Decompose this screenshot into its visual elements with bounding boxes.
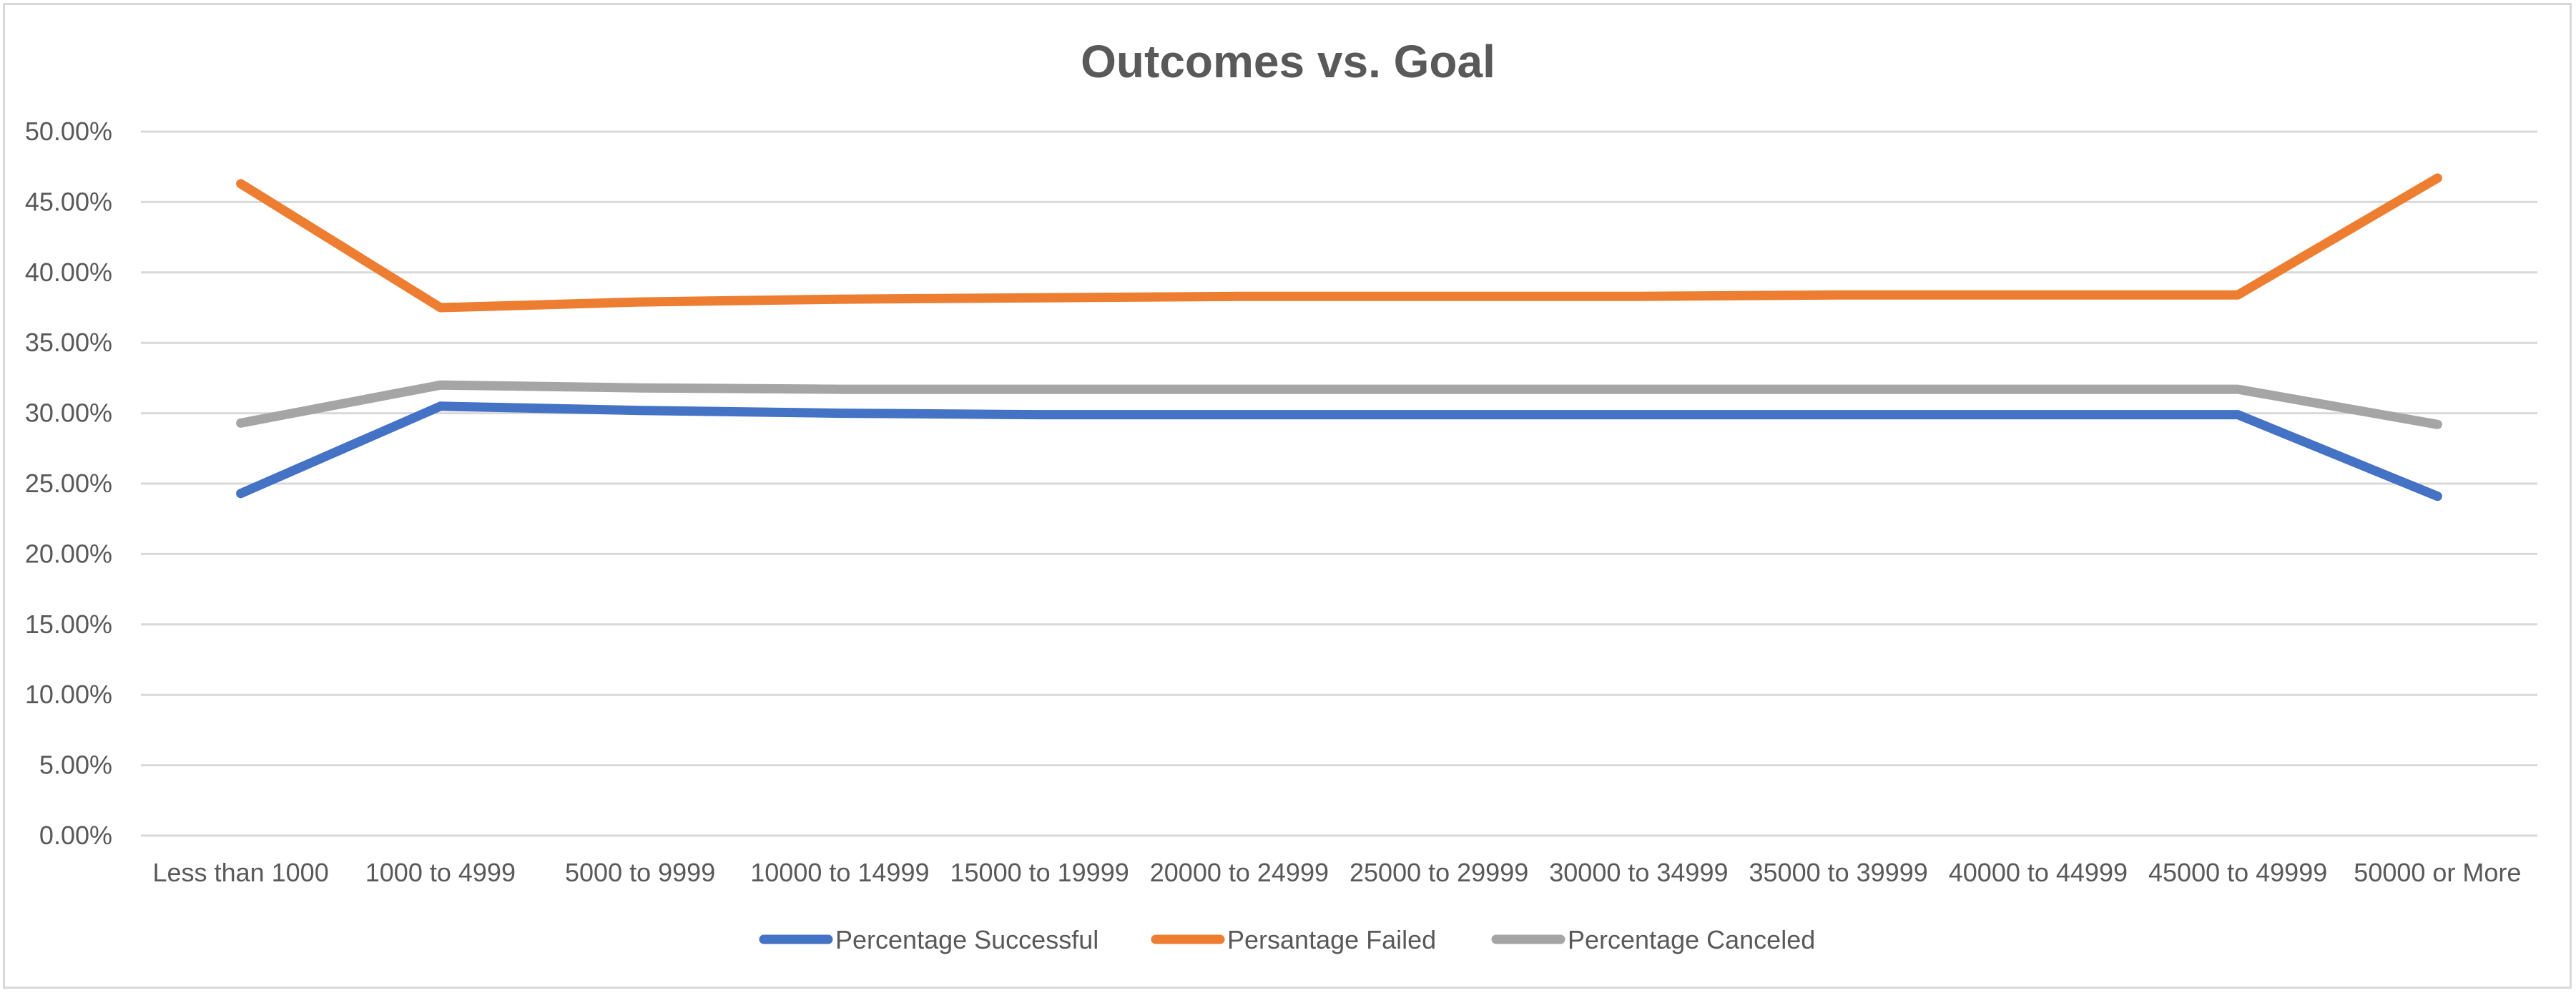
y-axis: 0.00% 5.00% 10.00% 15.00% 20.00% 25.00% 30.00%… — [25, 117, 112, 850]
legend-label-0: Percentage Successful — [835, 925, 1098, 954]
y-tick-label: 10.00% — [25, 680, 112, 709]
y-tick-label: 45.00% — [25, 187, 112, 216]
y-tick-label: 20.00% — [25, 539, 112, 568]
x-tick-label: 15000 to 19999 — [950, 858, 1129, 887]
series-line-0 — [236, 401, 2442, 502]
y-tick-label: 25.00% — [25, 469, 112, 498]
y-tick-label: 5.00% — [39, 750, 112, 780]
chart-title: Outcomes vs. Goal — [1081, 36, 1495, 87]
x-axis: Less than 1000 1000 to 4999 5000 to 9999 10… — [153, 858, 2522, 887]
y-tick-label: 35.00% — [25, 328, 112, 357]
y-tick-label: 0.00% — [39, 821, 112, 850]
legend-label-1: Persantage Failed — [1227, 925, 1436, 954]
series-line-2 — [236, 380, 2442, 429]
series-lines — [236, 173, 2442, 502]
legend-label-2: Percentage Canceled — [1568, 925, 1815, 954]
x-tick-label: 30000 to 34999 — [1549, 858, 1728, 887]
legend: Percentage Successful Persantage Failed Pe… — [759, 925, 1815, 954]
x-tick-label: 25000 to 29999 — [1350, 858, 1528, 887]
series-line-1 — [236, 173, 2442, 313]
y-tick-label: 40.00% — [25, 258, 112, 287]
x-tick-label: 5000 to 9999 — [565, 858, 715, 887]
y-tick-label: 30.00% — [25, 398, 112, 428]
chart-frame — [3, 3, 2572, 989]
gridlines — [141, 130, 2537, 837]
x-tick-label: 10000 to 14999 — [750, 858, 929, 887]
x-tick-label: 1000 to 4999 — [365, 858, 516, 887]
x-tick-label: Less than 1000 — [153, 858, 329, 887]
x-tick-label: 20000 to 24999 — [1150, 858, 1329, 887]
x-tick-label: 35000 to 39999 — [1749, 858, 1928, 887]
x-tick-label: 50000 or More — [2354, 858, 2521, 887]
y-tick-label: 15.00% — [25, 610, 112, 639]
y-tick-label: 50.00% — [25, 117, 112, 146]
x-tick-label: 45000 to 49999 — [2148, 858, 2327, 887]
x-tick-label: 40000 to 44999 — [1949, 858, 2128, 887]
